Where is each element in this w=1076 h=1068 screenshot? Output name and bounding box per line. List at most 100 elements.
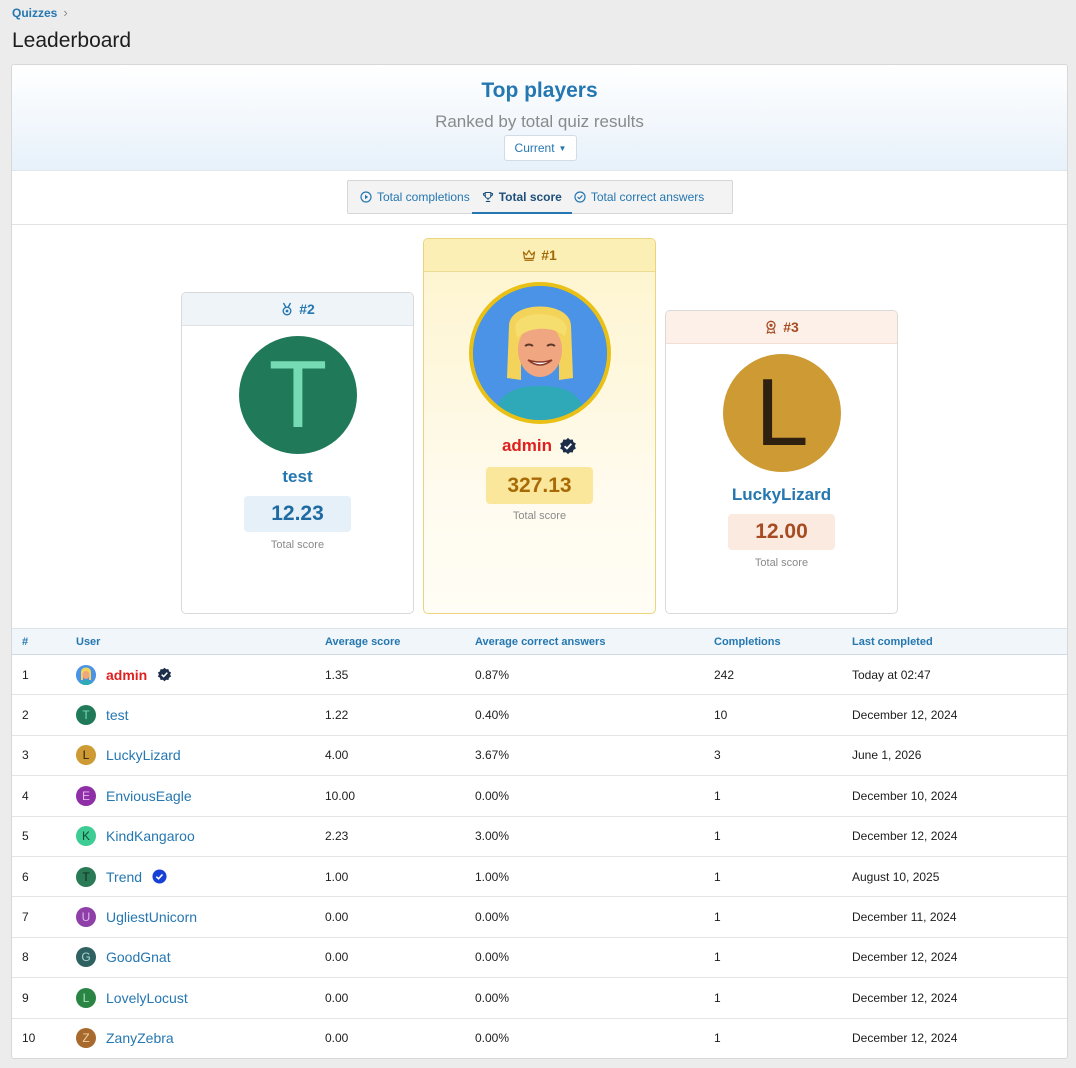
tab-total-correct-answers[interactable]: Total correct answers (574, 181, 704, 213)
cell-last-completed: December 12, 2024 (852, 708, 958, 723)
avatar[interactable]: E (76, 785, 96, 806)
avatar[interactable]: T (76, 866, 96, 887)
score-label: Total score (754, 557, 809, 569)
avatar-letter: T (82, 869, 90, 884)
column-header-rank: # (22, 635, 29, 648)
period-dropdown-button[interactable]: Current ▼ (504, 135, 577, 161)
score-label: Total score (512, 510, 567, 522)
user-link[interactable]: ZanyZebra (106, 1030, 174, 1047)
user-link[interactable]: admin (106, 666, 148, 683)
cell-completions: 1 (714, 990, 721, 1005)
table-row: 4 E EnviousEagle 10.00 0.00% 1 December … (12, 776, 1067, 817)
podium-user-link[interactable]: LuckyLizard (666, 485, 897, 505)
podium-user-link[interactable]: test (182, 467, 413, 487)
cell-last-completed: Today at 02:47 (852, 667, 931, 682)
page-title: Leaderboard (12, 29, 132, 52)
score-label: Total score (270, 539, 325, 551)
podium-rank-header: #1 (424, 239, 655, 272)
leaderboard-table: # User Average score Average correct ans… (12, 628, 1067, 1058)
score-value: 12.23 (271, 502, 324, 525)
podium-username: LuckyLizard (731, 485, 832, 504)
tab-label: Total completions (377, 190, 470, 204)
trophy-icon (482, 191, 493, 203)
user-link[interactable]: LuckyLizard (106, 747, 181, 764)
verified-check-icon (152, 869, 167, 884)
cell-rank: 9 (22, 990, 29, 1005)
hero-title: Top players (481, 79, 598, 102)
cell-average-correct: 0.00% (475, 990, 510, 1005)
cell-average-score: 0.00 (325, 990, 349, 1005)
tab-label: Total correct answers (590, 190, 705, 204)
avatar[interactable]: L (723, 354, 841, 472)
tab-total-score[interactable]: Total score (471, 181, 573, 214)
avatar[interactable]: G (76, 947, 96, 968)
cell-average-score: 10.00 (325, 788, 356, 803)
award-icon (766, 320, 776, 334)
tab-total-completions[interactable]: Total completions (360, 181, 470, 213)
user-link[interactable]: Trend (106, 868, 143, 885)
avatar[interactable]: T (76, 705, 96, 726)
podium-username: admin (501, 436, 553, 455)
cell-rank: 5 (22, 829, 29, 844)
cell-average-score: 1.00 (325, 869, 349, 884)
cell-last-completed: August 10, 2025 (852, 869, 940, 884)
user-link[interactable]: KindKangaroo (106, 828, 195, 845)
column-header-average-correct: Average correct answers (475, 635, 606, 648)
check-circle-icon (574, 191, 586, 203)
score-box: 327.13 (486, 467, 593, 504)
user-link[interactable]: UgliestUnicorn (106, 909, 198, 926)
avatar[interactable] (76, 664, 96, 685)
cell-average-score: 2.23 (325, 829, 349, 844)
avatar[interactable]: L (76, 987, 96, 1008)
table-row: 8 G GoodGnat 0.00 0.00% 1 December 12, 2… (12, 937, 1067, 978)
cell-completions: 1 (714, 910, 721, 925)
table-header-row: # User Average score Average correct ans… (12, 628, 1067, 655)
avatar-letter: G (81, 950, 91, 965)
cell-user: K KindKangaroo (76, 816, 325, 856)
avatar[interactable]: U (76, 907, 96, 928)
user-link[interactable]: EnviousEagle (106, 787, 192, 804)
avatar[interactable]: L (76, 745, 96, 766)
score-box: 12.00 (728, 514, 835, 550)
cell-completions: 1 (714, 788, 721, 803)
avatar[interactable]: K (76, 826, 96, 847)
cell-user: admin (76, 655, 325, 695)
metric-tabs: Total completions Total score Total corr… (347, 180, 733, 214)
cell-average-correct: 1.00% (475, 869, 510, 884)
cell-rank: 2 (22, 708, 29, 723)
avatar[interactable]: T (239, 336, 357, 454)
avatar[interactable] (469, 282, 611, 424)
cell-average-correct: 0.00% (475, 910, 510, 925)
podium-rank: #1 (541, 247, 557, 263)
user-link[interactable]: LovelyLocust (106, 989, 188, 1006)
avatar[interactable]: Z (76, 1028, 96, 1049)
cell-completions: 1 (714, 950, 721, 965)
breadcrumb-link-quizzes[interactable]: Quizzes (12, 5, 58, 20)
avatar-letter: E (81, 788, 90, 803)
cell-rank: 3 (22, 748, 29, 763)
podium-rank: #2 (299, 301, 315, 317)
user-link[interactable]: GoodGnat (106, 949, 171, 966)
tab-label: Total score (498, 190, 562, 204)
cell-last-completed: December 12, 2024 (852, 990, 958, 1005)
cell-average-score: 4.00 (325, 748, 349, 763)
crown-icon (523, 249, 536, 261)
user-link[interactable]: test (106, 707, 129, 724)
avatar-letter: L (82, 748, 90, 763)
cell-average-score: 0.00 (325, 950, 349, 965)
column-header-user: User (76, 635, 101, 648)
verified-badge-icon (158, 667, 172, 682)
hero-subtitle: Ranked by total quiz results (435, 112, 644, 131)
cell-rank: 4 (22, 788, 29, 803)
cell-average-correct: 0.00% (475, 950, 510, 965)
cell-completions: 3 (714, 748, 721, 763)
table-row: 1 admin 1.35 0.87% 242 Today at 02:47 (12, 655, 1067, 695)
play-circle-icon (360, 191, 372, 203)
cell-last-completed: December 12, 2024 (852, 1031, 958, 1046)
podium-user-link[interactable]: admin (424, 436, 655, 456)
cell-last-completed: December 11, 2024 (852, 910, 957, 925)
cell-average-score: 1.35 (325, 667, 349, 682)
cell-average-correct: 0.00% (475, 788, 510, 803)
cell-last-completed: December 12, 2024 (852, 950, 958, 965)
breadcrumb: Quizzes › (12, 5, 68, 20)
